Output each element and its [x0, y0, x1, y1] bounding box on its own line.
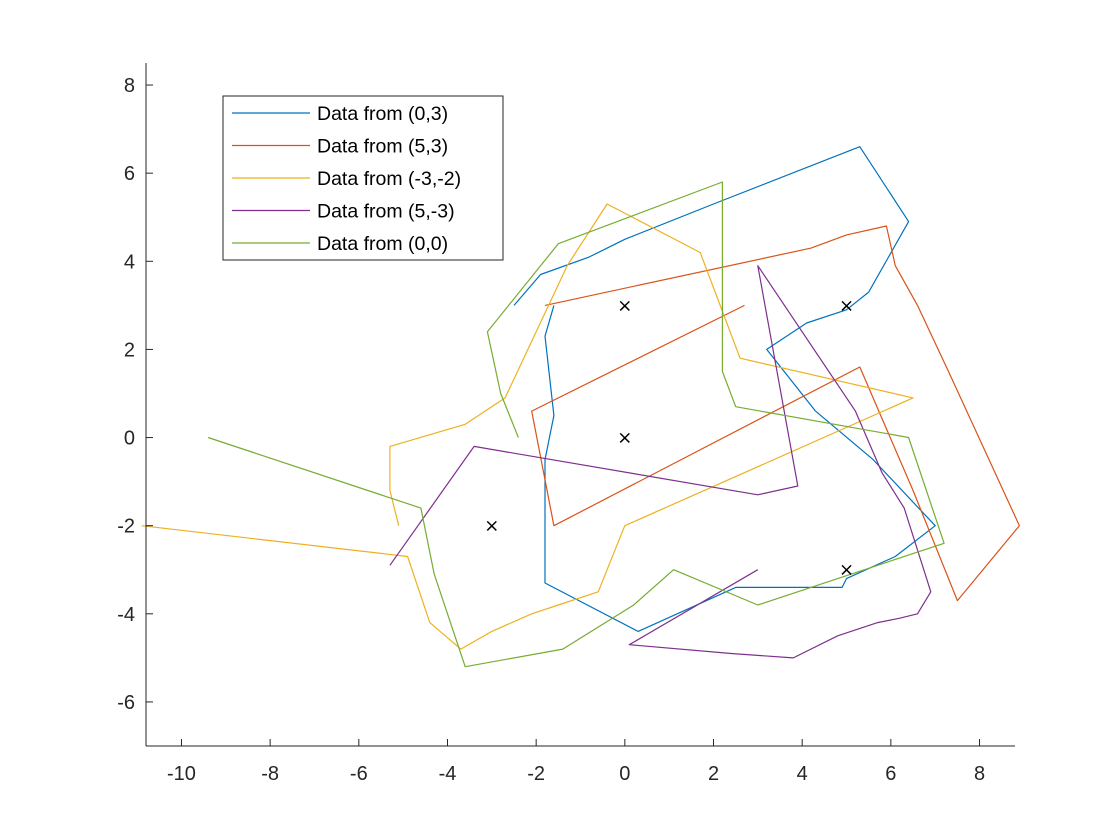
origin-marker-1: ×	[617, 295, 632, 316]
x-tick-label: 2	[708, 763, 719, 785]
x-tick-label: -2	[527, 763, 545, 785]
x-tick-label: 0	[619, 763, 630, 785]
y-tick-label: -2	[117, 516, 135, 538]
origin-marker-2: ×	[839, 295, 854, 316]
origin-marker-4: ×	[484, 516, 499, 537]
legend-label-3: Data from (-3,-2)	[317, 168, 461, 190]
series-line-5	[207, 181, 945, 668]
x-tick-label: 8	[974, 763, 985, 785]
origin-marker-5: ×	[839, 560, 854, 581]
x-tick-label: -8	[261, 763, 279, 785]
x-tick-label: 4	[797, 763, 808, 785]
y-tick-label: 8	[124, 75, 135, 97]
legend-label-2: Data from (5,3)	[317, 136, 448, 158]
y-tick-label: 2	[124, 339, 135, 361]
y-tick-label: 6	[124, 163, 135, 185]
legend-label-1: Data from (0,3)	[317, 103, 448, 125]
series-line-4	[389, 265, 932, 659]
x-tick-label: -10	[167, 763, 196, 785]
series-line-2	[531, 225, 1021, 602]
x-tick-label: 6	[885, 763, 896, 785]
x-tick-label: -4	[439, 763, 457, 785]
origin-marker-3: ×	[617, 428, 632, 449]
x-tick-label: -6	[350, 763, 368, 785]
y-tick-label: -6	[117, 692, 135, 714]
series-line-3	[141, 203, 914, 650]
legend-label-5: Data from (0,0)	[317, 233, 448, 255]
y-tick-label: 0	[124, 428, 135, 450]
y-tick-label: 4	[124, 251, 135, 273]
legend: Data from (0,3) Data from (5,3) Data from …	[222, 95, 504, 261]
legend-label-4: Data from (5,-3)	[317, 201, 455, 223]
series-line-1	[513, 146, 936, 633]
y-tick-label: -4	[117, 604, 135, 626]
